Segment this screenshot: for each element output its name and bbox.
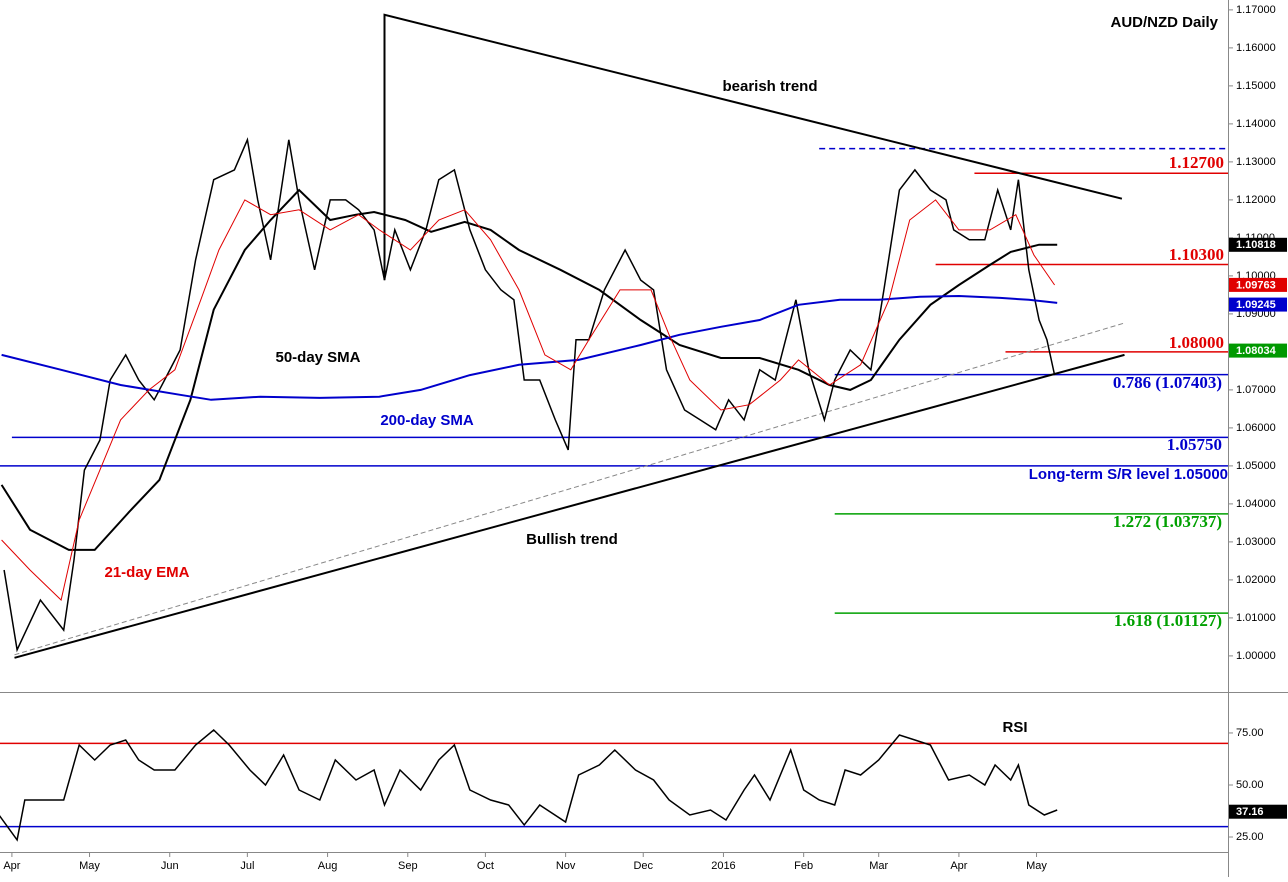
x-tick-label: Jun [161, 860, 179, 872]
price-tag [1229, 237, 1287, 252]
y-tick-label: 1.06000 [1236, 422, 1276, 434]
x-tick-label: Sep [398, 860, 418, 872]
y-tick-label: 1.01000 [1236, 612, 1276, 624]
level-label: 1.12700 [1169, 153, 1224, 172]
y-tick-label: 1.03000 [1236, 536, 1276, 548]
y-tick-label: 1.05000 [1236, 460, 1276, 472]
x-tick-label: Oct [477, 860, 494, 872]
y-tick-label: 1.07000 [1236, 384, 1276, 396]
price-tag-label: 1.09245 [1236, 299, 1276, 311]
series-line [1, 294, 1058, 401]
x-tick-label: May [1026, 860, 1047, 872]
price-tag [1229, 297, 1287, 312]
price-tag-label: 1.10818 [1236, 239, 1276, 251]
x-tick-label: Mar [869, 860, 888, 872]
annotation: bearish trend [722, 78, 817, 95]
price-tag [1229, 804, 1287, 819]
y-tick-label: 1.13000 [1236, 156, 1276, 168]
y-tick-label: 1.17000 [1236, 4, 1276, 16]
level-label: 1.08000 [1169, 333, 1224, 352]
price-tag [1229, 277, 1287, 292]
x-tick-label: Nov [556, 860, 576, 872]
x-tick-label: Aug [318, 860, 338, 872]
series-line [3, 137, 1056, 653]
series-line [0, 728, 1058, 842]
chart-title: AUD/NZD Daily [1110, 14, 1218, 31]
y-tick-label: 1.00000 [1236, 650, 1276, 662]
series-label: 200-day SMA [380, 412, 474, 429]
level-label: Long-term S/R level 1.05000 [1029, 466, 1228, 483]
x-tick-label: Apr [3, 860, 20, 872]
trend-line [14, 322, 1125, 656]
series-line [0, 188, 1058, 551]
y-tick-label: 1.15000 [1236, 80, 1276, 92]
level-label: 0.786 (1.07403) [1113, 373, 1222, 392]
y-tick-label: 1.14000 [1236, 118, 1276, 130]
x-tick-label: Dec [633, 860, 653, 872]
level-label: 1.618 (1.01127) [1114, 611, 1222, 630]
annotation: Bullish trend [526, 531, 618, 548]
y-tick-label: 25.00 [1236, 831, 1264, 843]
x-tick-label: Jul [240, 860, 254, 872]
x-tick-label: Feb [794, 860, 813, 872]
level-label: 1.05750 [1167, 435, 1222, 454]
x-tick-label: May [79, 860, 100, 872]
series-line [1, 199, 1056, 601]
price-tag [1229, 343, 1287, 358]
y-tick-label: 75.00 [1236, 727, 1264, 739]
y-tick-label: 1.12000 [1236, 194, 1276, 206]
price-tag-label: 1.08034 [1236, 345, 1277, 357]
y-tick-label: 1.16000 [1236, 42, 1276, 54]
trend-line [383, 13, 1123, 281]
level-label: 1.10300 [1169, 245, 1224, 264]
y-tick-label: 50.00 [1236, 779, 1264, 791]
series-label: 50-day SMA [275, 349, 360, 366]
y-tick-label: 1.04000 [1236, 498, 1276, 510]
price-tag-label: 37.16 [1236, 806, 1264, 818]
y-tick-label: 1.02000 [1236, 574, 1276, 586]
x-tick-label: 2016 [711, 860, 735, 872]
trend-line [14, 353, 1125, 659]
series-label: 21-day EMA [104, 564, 189, 581]
panel-title: RSI [1002, 719, 1027, 736]
level-label: 1.272 (1.03737) [1113, 512, 1222, 531]
price-tag-label: 1.09763 [1236, 279, 1276, 291]
x-tick-label: Apr [950, 860, 967, 872]
